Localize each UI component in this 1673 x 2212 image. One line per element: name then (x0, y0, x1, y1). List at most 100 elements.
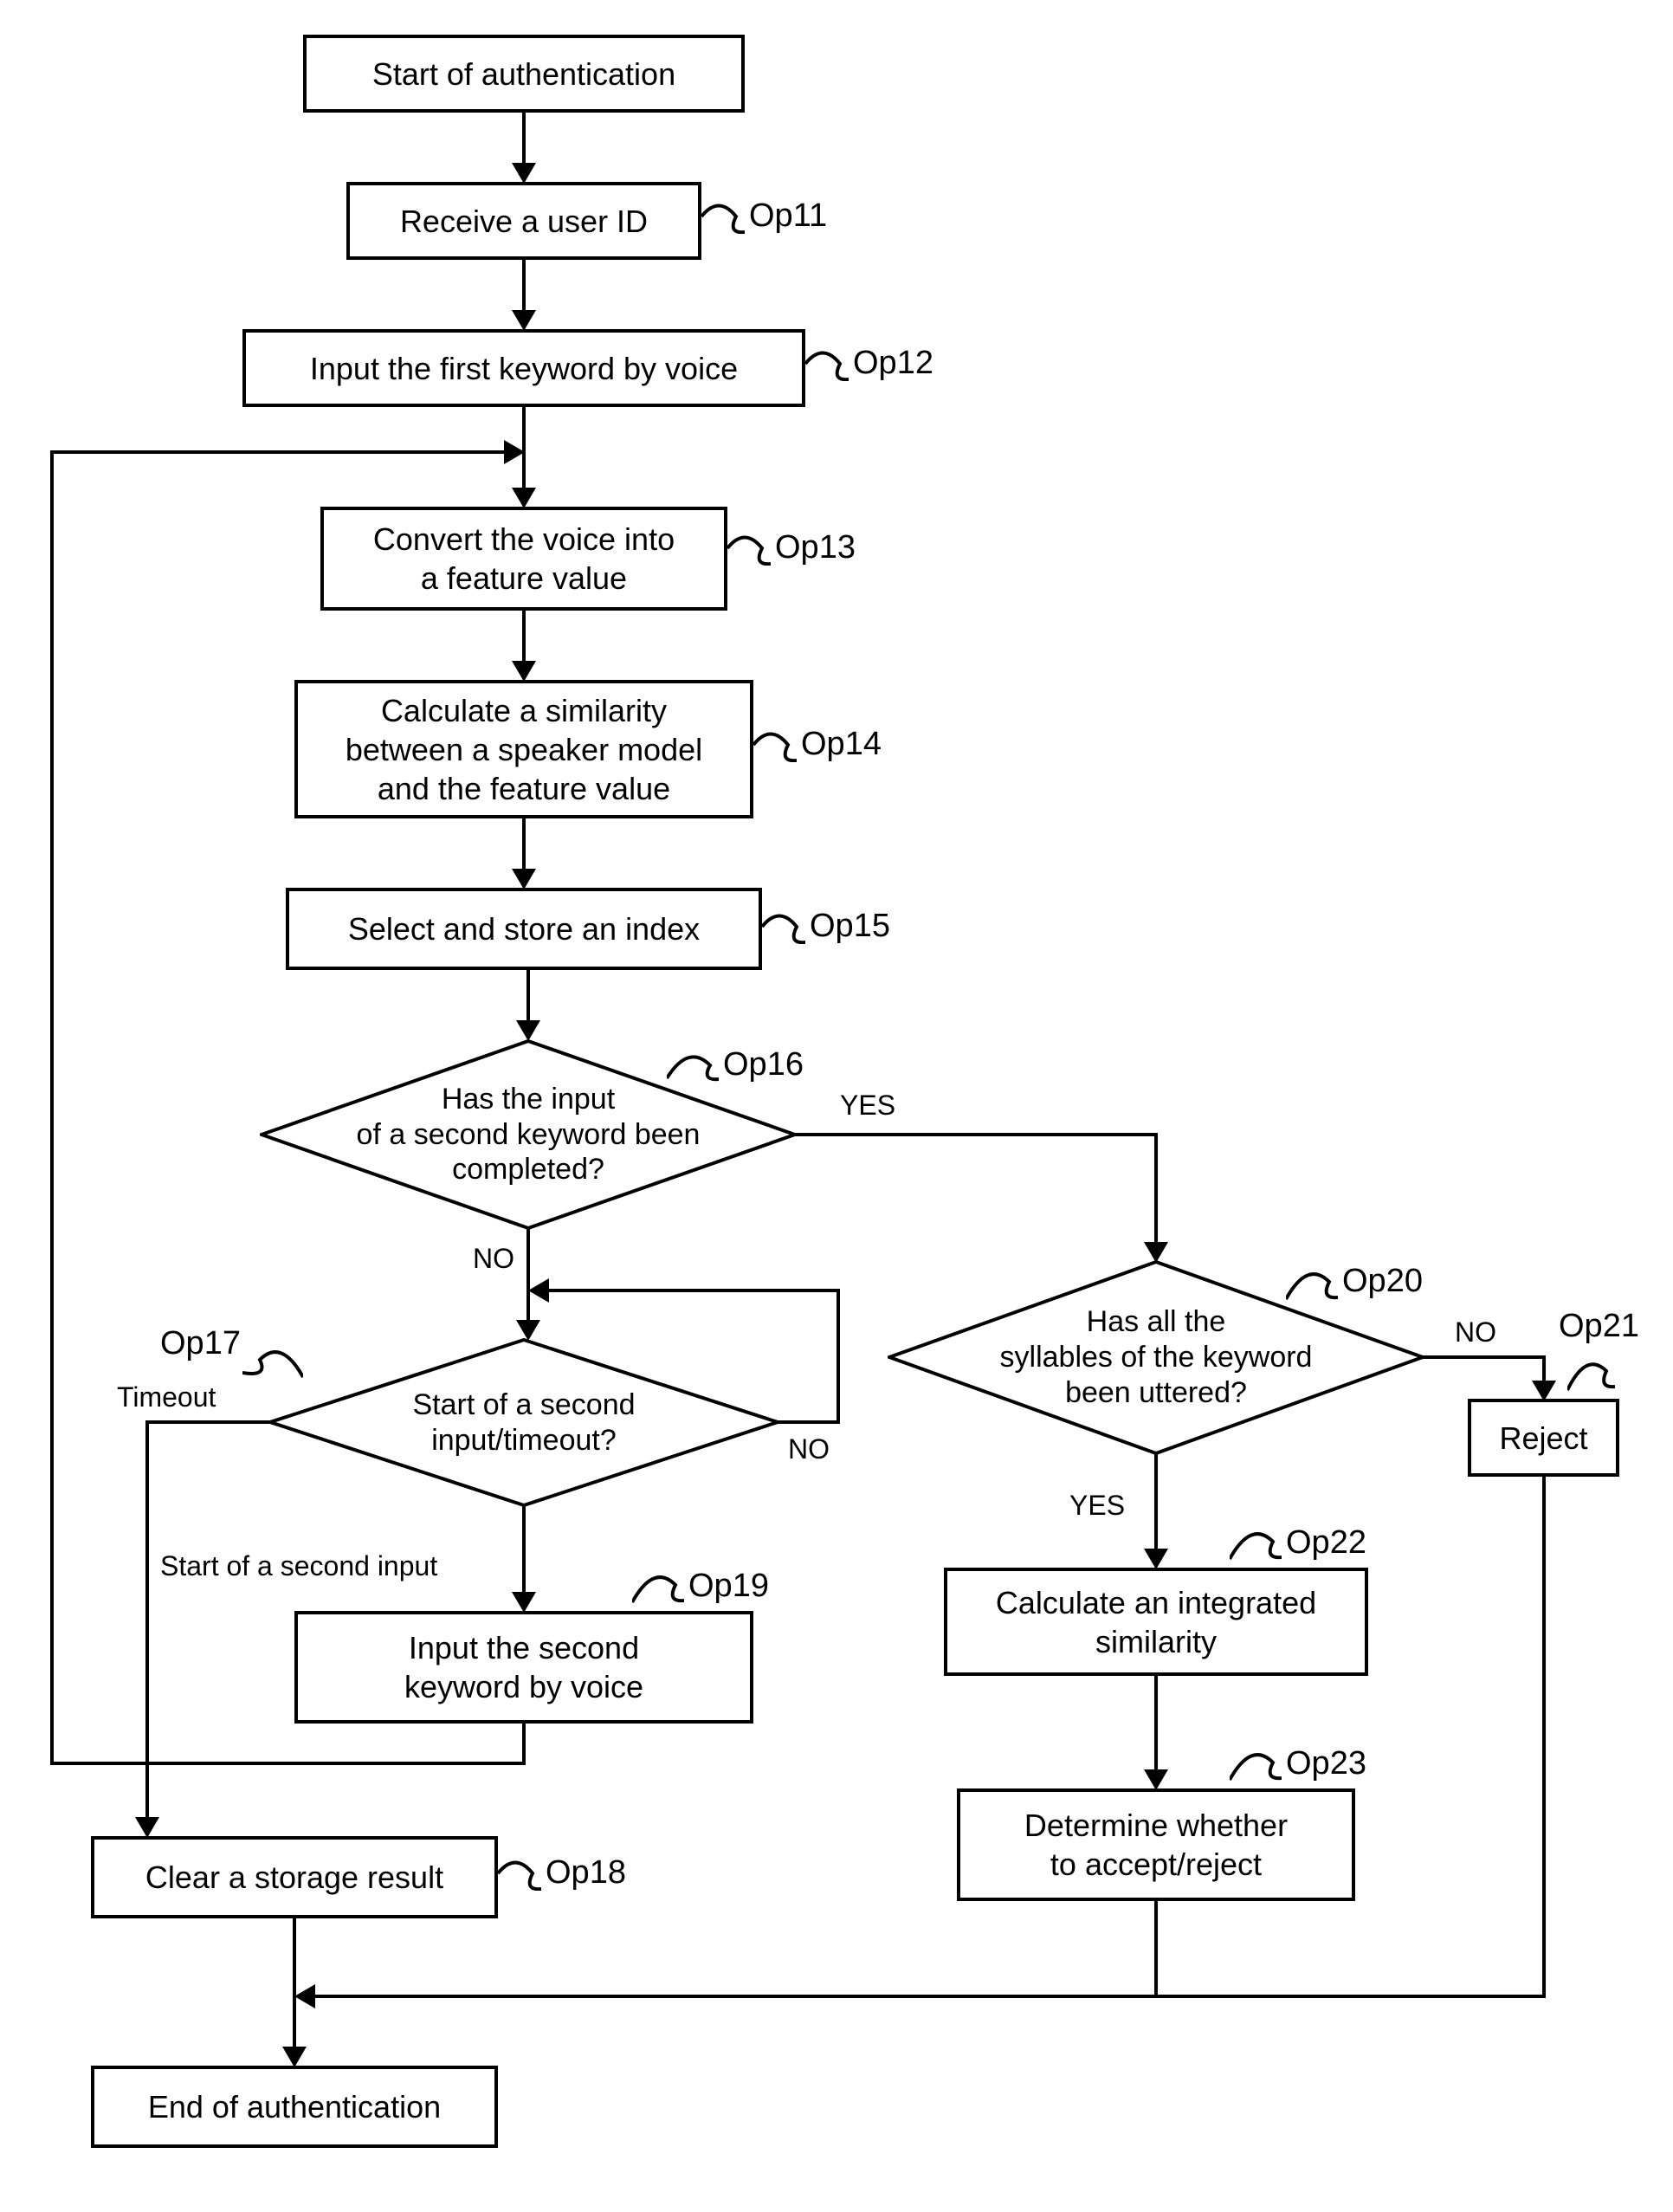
edge-op22-op23 (1154, 1676, 1158, 1773)
node-op14: Calculate a similarity between a speaker… (294, 680, 753, 818)
edge-op17-op19 (522, 1505, 526, 1595)
node-start-text: Start of authentication (372, 55, 675, 94)
edge-op17-no-h1 (778, 1420, 840, 1424)
tag-op14: Op14 (801, 726, 882, 763)
edge-label-op17-start: Start of a second input (160, 1550, 437, 1582)
node-op23: Determine whether to accept/reject (957, 1788, 1355, 1901)
edge-op17-timeout-v (145, 1420, 149, 1821)
node-op23-text: Determine whether to accept/reject (1024, 1806, 1288, 1884)
tag-op12: Op12 (853, 345, 933, 382)
edge-op14-op15 (522, 818, 526, 872)
edge-op21-end-h (1158, 1995, 1546, 1998)
tag-op11: Op11 (749, 197, 827, 235)
edge-op17-timeout-h (147, 1420, 272, 1424)
node-op18: Clear a storage result (91, 1836, 498, 1918)
tag-curve-op13 (727, 531, 771, 566)
node-op18-text: Clear a storage result (145, 1858, 443, 1897)
edge-op17-no-h2 (546, 1289, 840, 1292)
edge-label-op20-yes: YES (1069, 1490, 1125, 1522)
tag-op21: Op21 (1559, 1308, 1639, 1345)
edge-mergeend-h (312, 1995, 1158, 1998)
tag-op20: Op20 (1342, 1263, 1423, 1300)
edge-label-op17-timeout: Timeout (117, 1381, 216, 1413)
node-op15-text: Select and store an index (348, 909, 700, 948)
edge-op19-loop-v2 (50, 450, 54, 1765)
node-op22: Calculate an integrated similarity (944, 1568, 1368, 1676)
node-end: End of authentication (91, 2066, 498, 2148)
arrow-start-op11 (512, 163, 536, 184)
node-op16-text: Has the input of a second keyword been c… (357, 1082, 701, 1187)
node-op21: Reject (1468, 1399, 1619, 1477)
node-op11-text: Receive a user ID (400, 202, 648, 241)
node-op11: Receive a user ID (346, 182, 701, 260)
arrow-op19-loop (504, 440, 525, 464)
tag-curve-op20 (1286, 1256, 1338, 1303)
arrow-mergeend-end (282, 2047, 307, 2067)
edge-op16-yes-v (1154, 1133, 1158, 1245)
edge-label-op17-no: NO (788, 1433, 830, 1465)
arrow-op14-op15 (512, 869, 536, 889)
node-op19: Input the second keyword by voice (294, 1611, 753, 1724)
edge-op13-op14 (522, 611, 526, 664)
arrow-op16-yes (1144, 1242, 1168, 1263)
edge-label-op20-no: NO (1455, 1316, 1496, 1349)
tag-curve-op19 (632, 1559, 684, 1607)
edge-op19-loop-h2 (50, 450, 507, 454)
node-op14-text: Calculate a similarity between a speaker… (346, 691, 702, 808)
edge-op16-yes-h (795, 1133, 1158, 1136)
edge-op15-op16 (526, 970, 530, 1024)
tag-curve-op17 (242, 1329, 303, 1381)
arrow-op15-op16 (516, 1020, 540, 1041)
node-end-text: End of authentication (148, 2087, 441, 2126)
edge-op19-loop-v1 (522, 1724, 526, 1765)
arrow-op17-op19 (512, 1592, 536, 1613)
tag-curve-op21 (1567, 1347, 1615, 1394)
arrow-op11-op12 (512, 310, 536, 331)
tag-op16: Op16 (723, 1046, 804, 1083)
tag-op17: Op17 (160, 1325, 241, 1362)
node-op22-text: Calculate an integrated similarity (996, 1583, 1316, 1661)
edge-label-op16-no: NO (473, 1243, 514, 1275)
arrow-merge-op17 (516, 1320, 540, 1341)
edge-op11-op12 (522, 260, 526, 314)
node-start: Start of authentication (303, 35, 745, 113)
tag-curve-op14 (753, 728, 797, 762)
node-op13-text: Convert the voice into a feature value (373, 520, 675, 598)
node-op19-text: Input the second keyword by voice (404, 1628, 643, 1706)
tag-op18: Op18 (546, 1854, 626, 1892)
tag-curve-op18 (498, 1856, 541, 1891)
node-op12: Input the first keyword by voice (242, 329, 805, 407)
node-op21-text: Reject (1499, 1419, 1587, 1458)
edge-op23-end-v (1154, 1901, 1158, 1996)
node-op13: Convert the voice into a feature value (320, 507, 727, 611)
edge-op17-no-v (836, 1289, 840, 1424)
tag-op22: Op22 (1286, 1524, 1366, 1562)
arrow-merge-op13 (512, 488, 536, 508)
tag-curve-op23 (1230, 1737, 1282, 1784)
tag-op19: Op19 (688, 1568, 769, 1605)
edge-mergeend-end (293, 1995, 296, 2050)
tag-curve-op11 (701, 199, 745, 234)
arrow-op22-op23 (1144, 1769, 1168, 1790)
flowchart-canvas: Start of authentication Receive a user I… (0, 0, 1673, 2212)
arrow-op20-no (1532, 1381, 1556, 1401)
node-op12-text: Input the first keyword by voice (310, 349, 738, 388)
arrow-mergeend-left (294, 1984, 315, 2008)
arrow-op13-op14 (512, 661, 536, 682)
tag-curve-op16 (667, 1039, 719, 1083)
tag-curve-op15 (762, 909, 805, 944)
tag-op13: Op13 (775, 529, 856, 566)
arrow-op20-op22 (1144, 1549, 1168, 1569)
arrow-op17-timeout (135, 1817, 159, 1838)
edge-start-op11 (522, 113, 526, 166)
tag-curve-op12 (805, 346, 849, 381)
node-op17-text: Start of a second input/timeout? (412, 1387, 635, 1458)
edge-op20-no-h (1423, 1355, 1546, 1359)
tag-op23: Op23 (1286, 1745, 1366, 1782)
node-op15: Select and store an index (286, 888, 762, 970)
node-op20-text: Has all the syllables of the keyword bee… (1000, 1304, 1313, 1410)
edge-op20-op22 (1154, 1453, 1158, 1552)
node-op17: Start of a second input/timeout? (268, 1338, 779, 1507)
tag-curve-op22 (1230, 1516, 1282, 1563)
edge-label-op16-yes: YES (840, 1090, 895, 1122)
